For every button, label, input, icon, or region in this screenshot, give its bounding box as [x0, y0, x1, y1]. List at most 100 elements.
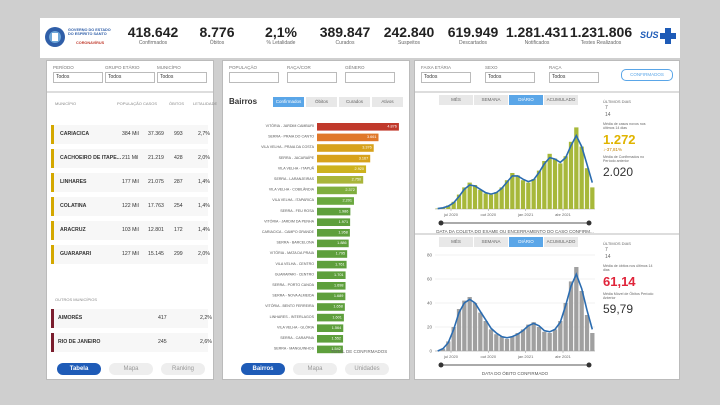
category-label: GUARAPARI - CENTRO	[275, 272, 314, 276]
category-label: VILA VELHA - GLÓRIA	[277, 324, 315, 329]
chart-tab[interactable]: Ativos	[372, 97, 403, 107]
value-label: 2.920	[355, 167, 365, 171]
x-axis-label: DATA DA COLETA DO EXAME OU ENCERRAMENTO …	[436, 229, 593, 234]
filter[interactable]: MUNICÍPIO Todos	[157, 65, 207, 83]
tab[interactable]: Mapa	[109, 363, 153, 375]
filter[interactable]: RAÇA Todos	[549, 65, 599, 83]
filter-box[interactable]	[229, 72, 279, 83]
kpi: 389.847 Curados	[310, 24, 380, 46]
bar	[317, 271, 346, 279]
bar	[317, 218, 351, 226]
side-value: 61,14	[603, 274, 636, 289]
side-panel: ÚLTIMOS DIAS 7 14 Média de casos novos nos …	[603, 99, 677, 179]
value-label: 3.376	[362, 146, 372, 150]
tab[interactable]: Ranking	[161, 363, 205, 375]
table-cell: 12.801	[148, 227, 164, 233]
bar	[317, 207, 351, 216]
table-cell: 245	[158, 339, 167, 345]
brand: SUS	[640, 30, 659, 40]
bar	[536, 327, 542, 351]
bar	[579, 146, 584, 209]
tab[interactable]: Mapa	[293, 363, 337, 375]
side-value: 1.272	[603, 132, 636, 147]
bar	[499, 187, 504, 209]
side-panel: ÚLTIMOS DIAS 7 14 Média de óbitos nos últim…	[603, 241, 677, 316]
value-label: 1.971	[339, 220, 349, 224]
bar	[499, 336, 504, 351]
slider-knob	[438, 362, 444, 368]
bar	[590, 333, 595, 351]
table-cell: 21.219	[148, 155, 164, 161]
chart-tab[interactable]: SEMANA	[474, 95, 508, 105]
bar	[510, 336, 515, 351]
bar	[520, 329, 526, 351]
table-cell: 287	[174, 179, 183, 185]
tab[interactable]: Bairros	[241, 363, 285, 375]
chart-tab[interactable]: DIÁRIO	[509, 95, 543, 105]
x-tick-label: out 2020	[481, 354, 497, 359]
filter-box[interactable]: Todos	[421, 72, 471, 83]
bar	[488, 194, 494, 209]
chart-tab[interactable]: SEMANA	[474, 237, 508, 247]
kpi: 1.231.806 Testes Realizados	[566, 24, 636, 46]
chart-tab[interactable]: ACUMULADO	[544, 237, 578, 247]
x-tick-label: abr 2021	[555, 354, 572, 359]
table-cell: 254	[174, 203, 183, 209]
filter-box[interactable]: Todos	[105, 72, 155, 83]
table-row: GUARAPARI 127 Mil 15.145 299 2,0%	[51, 245, 210, 264]
bar	[456, 309, 462, 351]
chart-tab[interactable]: DIÁRIO	[509, 237, 543, 247]
bar	[317, 154, 371, 163]
filter[interactable]: GÊNERO	[345, 65, 395, 83]
filter-box[interactable]: Todos	[53, 72, 103, 83]
x-tick-label: jul 2020	[443, 354, 459, 359]
radio-option[interactable]: 14	[605, 254, 611, 260]
radio-option[interactable]: 7	[605, 247, 608, 253]
filter[interactable]: POPULAÇÃO	[229, 65, 279, 83]
chart-tab[interactable]: ACUMULADO	[544, 95, 578, 105]
kpi-value: 242.840	[383, 24, 435, 40]
category-label: VILA VELHA - ITAPUÃ	[278, 165, 315, 170]
table-cell: COLATINA	[60, 203, 87, 209]
filter[interactable]: PERÍODO Todos	[53, 65, 103, 83]
filter[interactable]: FAIXA ETÁRIA Todos	[421, 65, 471, 83]
table-cell: CACHOEIRO DE ITAPE...	[60, 155, 122, 161]
filter-box[interactable]: Todos	[157, 72, 207, 83]
radio-option[interactable]: 14	[605, 112, 611, 118]
table-cell: 211 Mil	[122, 155, 139, 161]
filter-label: FAIXA ETÁRIA	[421, 65, 452, 70]
filter[interactable]: RAÇA/COR	[287, 65, 337, 83]
kpi: 1.281.431 Notificados	[502, 24, 572, 46]
filter-box[interactable]: Todos	[549, 72, 599, 83]
tab[interactable]: Unidades	[345, 363, 389, 375]
slider-knob	[586, 220, 592, 226]
bar	[547, 333, 552, 351]
bar	[446, 341, 451, 351]
table-cell: 384 Mil	[122, 131, 139, 137]
filter-box[interactable]	[345, 72, 395, 83]
confirm-button[interactable]: CONFIRMADOS	[621, 69, 673, 81]
filter-box[interactable]: Todos	[485, 72, 535, 83]
chart-tab[interactable]: MÊS	[439, 95, 473, 105]
chart-tab[interactable]: Curados	[339, 97, 370, 107]
value-label: 1.761	[335, 262, 345, 266]
kpi-label: Suspeitos	[398, 40, 420, 46]
bar	[317, 133, 379, 142]
filter[interactable]: GRUPO ETÁRIO Todos	[105, 65, 155, 83]
value-label: 1.958	[338, 231, 348, 235]
value-label: 3.167	[359, 156, 369, 160]
category-label: VILA VELHA - CENTRO	[275, 262, 314, 266]
filter[interactable]: SEXO Todos	[485, 65, 535, 83]
timeline-chart: 0 20 40 60 80 jul 2020 out 2020 jan 2021 abr 202…	[427, 253, 595, 376]
bar	[536, 170, 542, 209]
table-cell: 103 Mil	[122, 227, 139, 233]
chart-tab[interactable]: MÊS	[439, 237, 473, 247]
kpi-value: 8.776	[199, 24, 235, 40]
filter-box[interactable]	[287, 72, 337, 83]
chart-tab[interactable]: Confirmados	[273, 97, 304, 107]
bar	[520, 180, 526, 209]
tab[interactable]: Tabela	[57, 363, 101, 375]
bar	[462, 300, 467, 351]
chart-tab[interactable]: Óbitos	[306, 97, 337, 107]
radio-option[interactable]: 7	[605, 105, 608, 111]
